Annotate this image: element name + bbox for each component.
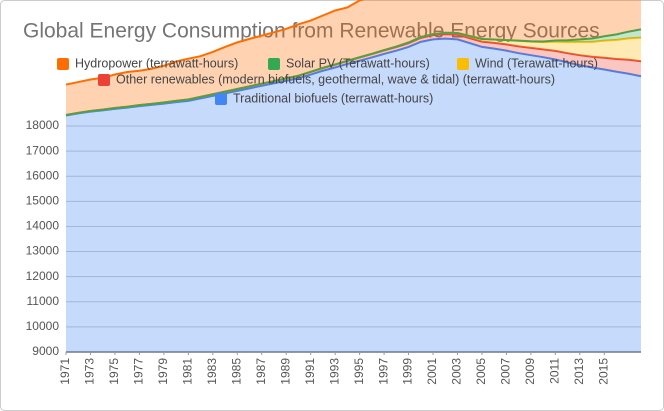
x-tick-label: 1973 [83,358,97,385]
y-tick-label: 12000 [26,269,60,283]
area-line [65,28,642,116]
area-line [65,0,365,86]
x-tick-label: 1987 [254,358,268,385]
legend-label: Hydropower (terrawatt-hours) [75,56,238,70]
x-tick-label: 2013 [572,358,586,385]
y-tick-label: 9000 [32,344,59,358]
y-tick-label: 16000 [26,168,60,182]
x-tick-label: 2011 [548,358,562,384]
legend-swatch [57,58,69,70]
legend-swatch [268,58,280,70]
x-tick-label: 1997 [376,358,390,385]
y-tick-label: 14000 [26,219,60,233]
x-tick-label: 1977 [132,358,146,385]
x-tick-label: 2015 [596,358,610,385]
x-tick-label: 2005 [474,358,488,385]
area [66,0,641,115]
x-tick-label: 1999 [401,358,415,385]
x-tick-label: 1983 [205,358,219,385]
y-tick-label: 11000 [27,294,60,308]
legend-swatch [457,58,469,70]
x-tick-label: 2007 [499,358,513,385]
x-tick-label: 2009 [523,358,537,385]
x-tick-label: 1985 [229,358,243,385]
x-tick-label: 2003 [450,358,464,385]
x-tick-label: 1981 [181,358,195,385]
y-tick-label: 17000 [26,143,60,157]
legend-swatch [215,93,227,105]
area [66,38,641,352]
x-tick-label: 1995 [352,358,366,385]
x-tick-label: 1975 [107,358,121,385]
x-tick-label: 1979 [156,358,170,385]
x-tick-label: 1991 [303,358,317,385]
area-line [65,37,642,117]
chart-title: Global Energy Consumption from Renewable… [23,20,600,43]
legend-label: Traditional biofuels (terrawatt-hours) [233,91,433,105]
y-tick-label: 18000 [26,118,60,132]
legend-label: Other renewables (modern biofuels, geoth… [116,72,555,86]
legend-label: Solar PV (Terawatt-hours) [286,56,430,70]
y-tick-label: 10000 [26,319,60,333]
x-tick-label: 2001 [425,358,439,385]
y-tick-label: 15000 [26,194,60,208]
x-tick-label: 1993 [327,358,341,385]
y-tick-label: 13000 [26,244,60,258]
x-tick-label: 1971 [58,358,72,385]
x-tick-label: 1989 [278,358,292,385]
legend-label: Wind (Terawatt-hours) [475,56,598,70]
legend-swatch [98,74,110,86]
